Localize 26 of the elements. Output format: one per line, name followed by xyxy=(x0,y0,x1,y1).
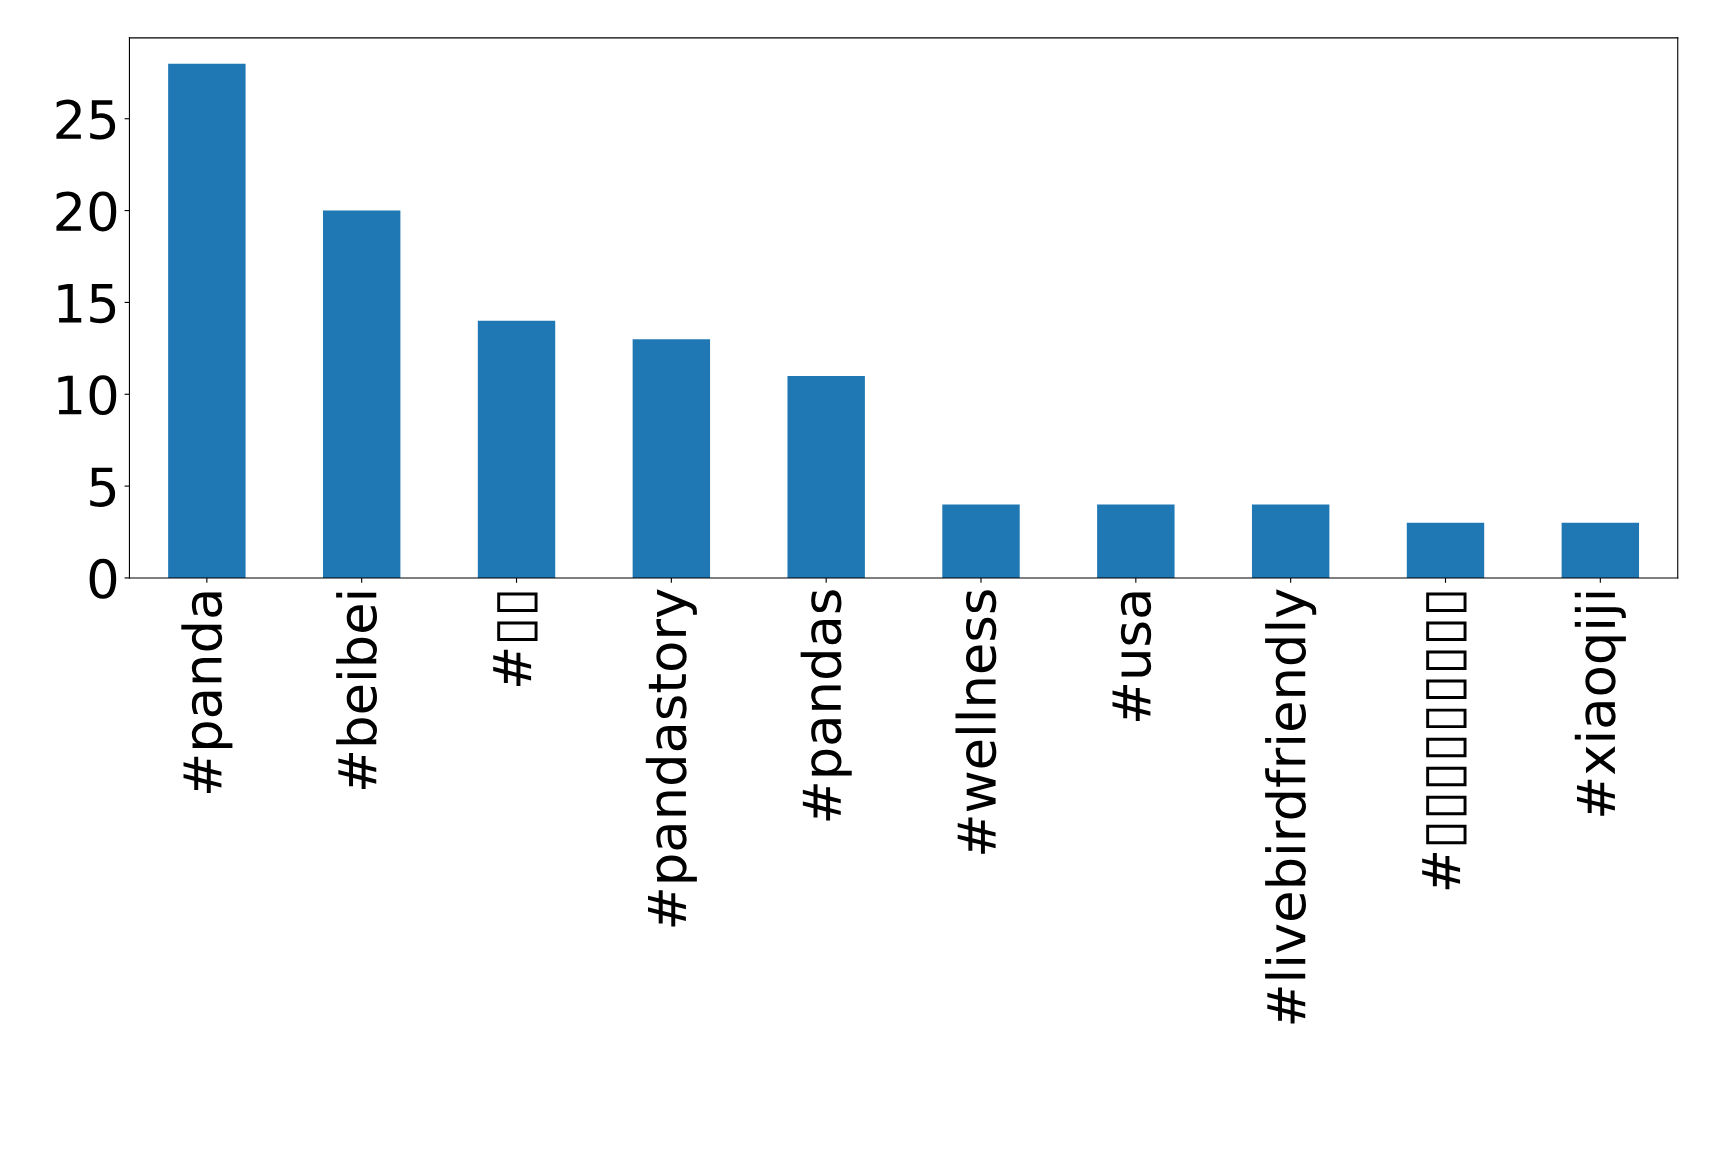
bar xyxy=(1406,522,1485,578)
bar xyxy=(168,63,246,578)
bar xyxy=(632,339,711,578)
y-tick-label: 0 xyxy=(89,558,117,599)
bar xyxy=(477,320,556,578)
x-tick-label: #beibei xyxy=(336,592,377,790)
bar xyxy=(322,210,401,578)
bar xyxy=(942,504,1020,578)
bar xyxy=(787,375,865,578)
y-tick-label: 5 xyxy=(90,467,116,507)
x-tick-label: #pandastory xyxy=(645,589,697,927)
bar xyxy=(1251,504,1330,578)
bar xyxy=(1097,504,1175,578)
x-tick-label: #pandas xyxy=(800,590,852,821)
x-tick-label: #▯▯ xyxy=(493,592,538,686)
y-tick-label: 15 xyxy=(58,283,116,324)
y-tick-label: 20 xyxy=(56,191,117,232)
x-tick-label: #▯▯▯▯▯▯▯▯▯ xyxy=(1422,592,1467,890)
x-tick-label: #wellness xyxy=(955,590,997,854)
x-tick-label: #xiaoqiji xyxy=(1574,592,1626,816)
y-tick-label: 10 xyxy=(58,375,117,416)
bar xyxy=(1561,522,1640,578)
y-tick-label: 25 xyxy=(56,99,116,140)
x-tick-label: #panda xyxy=(181,592,233,793)
x-tick-label: #livebirdfriendly xyxy=(1265,589,1317,1024)
x-tick-label: #usa xyxy=(1112,592,1152,722)
